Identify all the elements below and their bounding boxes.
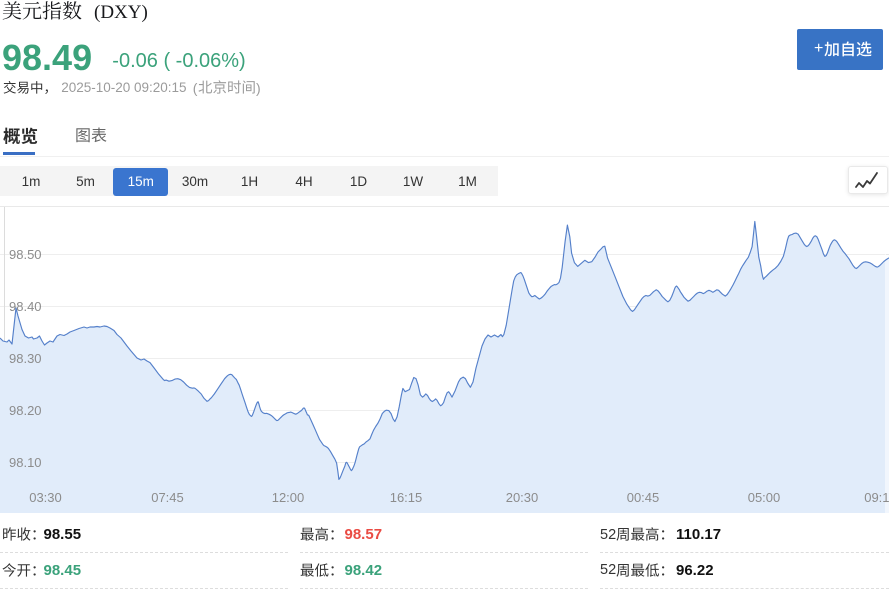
svg-text:00:45: 00:45 [627, 490, 660, 505]
svg-text:98.30: 98.30 [9, 351, 42, 366]
svg-text:05:00: 05:00 [748, 490, 781, 505]
svg-text:98.50: 98.50 [9, 247, 42, 262]
svg-text:98.10: 98.10 [9, 455, 42, 470]
svg-text:09:15: 09:15 [864, 490, 889, 505]
svg-text:98.40: 98.40 [9, 299, 42, 314]
svg-text:16:15: 16:15 [390, 490, 423, 505]
svg-text:03:30: 03:30 [29, 490, 62, 505]
svg-text:98.20: 98.20 [9, 403, 42, 418]
svg-text:12:00: 12:00 [272, 490, 305, 505]
svg-text:07:45: 07:45 [151, 490, 184, 505]
svg-text:20:30: 20:30 [506, 490, 539, 505]
